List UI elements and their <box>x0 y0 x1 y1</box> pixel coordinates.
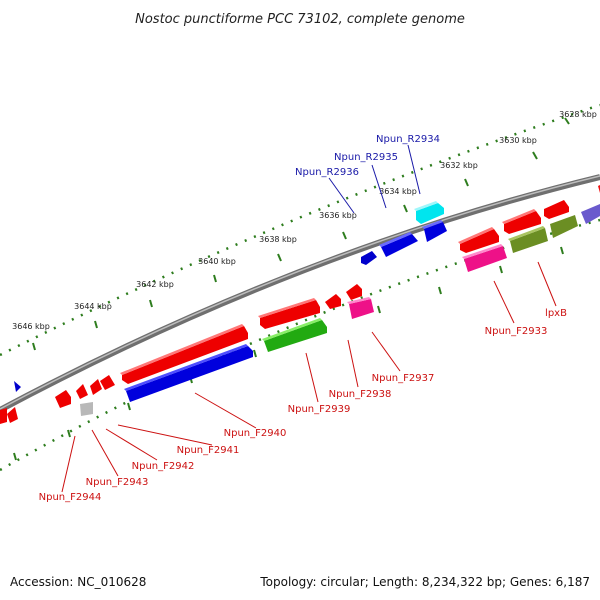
tick-label: 3634 kbp <box>379 187 417 196</box>
gene-arrow[interactable] <box>424 222 447 242</box>
genome-backbone <box>0 174 600 413</box>
genome-summary-text: Topology: circular; Length: 8,234,322 bp… <box>259 575 590 589</box>
gene-arrow[interactable] <box>416 203 444 224</box>
gene-arrow[interactable] <box>7 407 18 423</box>
gene-arrow[interactable] <box>325 294 341 309</box>
gene-label-reverse: Npun_F2944 <box>39 492 102 503</box>
tick-label: 3646 kbp <box>12 322 50 331</box>
tick-label: 3636 kbp <box>319 211 357 220</box>
gene-arrow[interactable] <box>346 284 362 300</box>
gene-arrow[interactable] <box>361 251 377 265</box>
genome-backbone-highlight <box>0 175 600 410</box>
gene-label-reverse: Npun_F2939 <box>288 404 351 415</box>
gene-label-reverse: Npun_F2937 <box>372 373 435 384</box>
gene-arrow[interactable] <box>80 402 93 416</box>
upper-ruler-major-ticks <box>32 117 570 351</box>
upper-ruler-dots <box>0 103 600 357</box>
gene-arrow[interactable] <box>504 211 541 234</box>
gene-label-reverse: lpxB <box>545 308 567 319</box>
gene-arrow[interactable] <box>550 215 578 238</box>
gene-arrow[interactable] <box>126 346 253 402</box>
tick-label: 3632 kbp <box>440 161 478 170</box>
gene-arrow[interactable] <box>464 246 507 272</box>
tick-label: 3644 kbp <box>74 302 112 311</box>
gene-arrow-top <box>347 297 371 304</box>
gene-label-reverse: Npun_F2933 <box>485 326 548 337</box>
gene-label-forward: Npun_R2935 <box>334 152 398 163</box>
tick-label: 3638 kbp <box>259 235 297 244</box>
gene-arrow-top <box>508 226 545 241</box>
tick-label: 3640 kbp <box>198 257 236 266</box>
gene-arrow[interactable] <box>544 200 569 219</box>
accession-text: Accession: NC_010628 <box>10 575 146 589</box>
gene-arrow-top <box>124 344 248 391</box>
forward-leader-lines <box>328 144 421 214</box>
gene-arrow[interactable] <box>581 204 600 224</box>
gene-arrow-top <box>422 220 443 229</box>
gene-arrow-top <box>258 298 316 318</box>
gene-arrow[interactable] <box>264 320 327 352</box>
gene-arrow-top <box>379 232 412 247</box>
gene-arrow-top <box>458 227 494 244</box>
gene-arrow[interactable] <box>0 408 7 424</box>
gene-label-forward: Npun_R2936 <box>295 167 359 178</box>
gene-arrow-top <box>120 324 244 375</box>
gene-arrow[interactable] <box>510 228 548 253</box>
gene-arrow[interactable] <box>76 384 88 399</box>
reverse-leader-lines <box>61 261 557 493</box>
lower-ruler-dots <box>0 218 600 472</box>
tick-label: 3628 kbp <box>559 110 597 119</box>
gene-arrow[interactable] <box>349 299 374 319</box>
gene-label-reverse: Npun_F2943 <box>86 477 149 488</box>
tick-label: 3642 kbp <box>136 280 174 289</box>
gene-arrow[interactable] <box>460 229 499 253</box>
tick-label: 3630 kbp <box>499 136 537 145</box>
gene-arrow-top <box>462 244 503 259</box>
gene-arrow[interactable] <box>381 234 418 257</box>
gene-arrow[interactable] <box>260 300 320 329</box>
gene-arrow[interactable] <box>90 379 102 395</box>
gene-label-reverse: Npun_F2942 <box>132 461 195 472</box>
gene-arrow[interactable] <box>100 375 115 390</box>
reverse-genes <box>0 200 578 424</box>
gene-arrow-top <box>414 201 438 211</box>
gene-arrow-top <box>262 318 322 341</box>
map-title: Nostoc punctiforme PCC 73102, complete g… <box>135 12 465 27</box>
gene-label-reverse: Npun_F2941 <box>177 445 240 456</box>
gene-arrow[interactable] <box>55 390 71 408</box>
gene-arrow[interactable] <box>122 326 248 384</box>
gene-label-reverse: Npun_F2938 <box>329 389 392 400</box>
gene-label-forward: Npun_R2934 <box>376 134 440 145</box>
forward-genes <box>14 185 600 392</box>
gene-arrow-top <box>502 209 536 224</box>
gene-label-reverse: Npun_F2940 <box>224 428 287 439</box>
gene-arrow[interactable] <box>14 381 21 392</box>
